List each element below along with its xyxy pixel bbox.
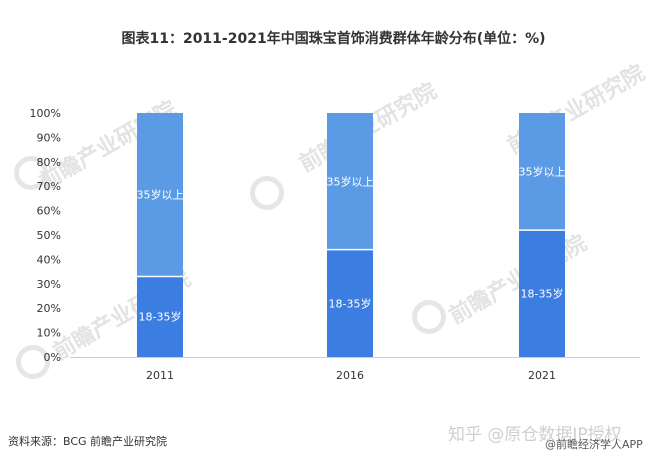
chart-title: 图表11：2011-2021年中国珠宝首饰消费群体年龄分布(单位：%) (121, 31, 546, 47)
bar-segment (327, 249, 373, 357)
watermark-logo-icon (250, 176, 284, 210)
y-tick-label: 100% (30, 107, 61, 120)
y-tick-label: 50% (37, 229, 61, 242)
x-tick-label: 2021 (528, 369, 556, 382)
bar-segment-label: 35岁以上 (519, 165, 566, 179)
y-tick-label: 70% (37, 180, 61, 193)
bar-segment-label: 18-35岁 (329, 296, 372, 310)
x-tick-label: 2016 (336, 369, 364, 382)
bar-segment-label: 18-35岁 (521, 287, 564, 301)
y-tick-label: 30% (37, 278, 61, 291)
bar-labels: 18-35岁 35岁以上 18-35岁 35岁以上 18-35岁 35岁以上 (137, 165, 566, 324)
watermark-logo-icon (14, 156, 48, 190)
y-tick-label: 80% (37, 156, 61, 169)
bar-segment (519, 230, 565, 357)
y-tick-label: 20% (37, 302, 61, 315)
bar-segment (137, 276, 183, 357)
y-axis: 0% 10% 20% 30% 40% 50% 60% 70% 80% 90% 100% (30, 107, 61, 364)
y-tick-label: 0% (44, 351, 61, 364)
y-tick-label: 60% (37, 205, 61, 218)
bar-segment (327, 113, 373, 250)
app-watermark: @前瞻经济学人APP (545, 438, 643, 451)
bar-segment-label: 18-35岁 (139, 310, 182, 324)
bar-segment (519, 113, 565, 231)
source-note: 资料来源：BCG 前瞻产业研究院 (8, 435, 168, 448)
zhihu-watermark: 知乎 @原仓数据IP授权 (448, 425, 622, 445)
watermark-logo-icon (16, 345, 50, 379)
x-axis: 2011 2016 2021 (70, 357, 640, 382)
bar-segment-label: 35岁以上 (137, 188, 184, 202)
x-tick-label: 2011 (146, 369, 174, 382)
y-tick-label: 40% (37, 253, 61, 266)
bar-segment-label: 35岁以上 (327, 174, 374, 188)
watermark-logo-icon (412, 300, 446, 334)
y-tick-label: 10% (37, 327, 61, 340)
bar-segment (137, 113, 183, 277)
bar-series (137, 113, 565, 357)
y-tick-label: 90% (37, 131, 61, 144)
